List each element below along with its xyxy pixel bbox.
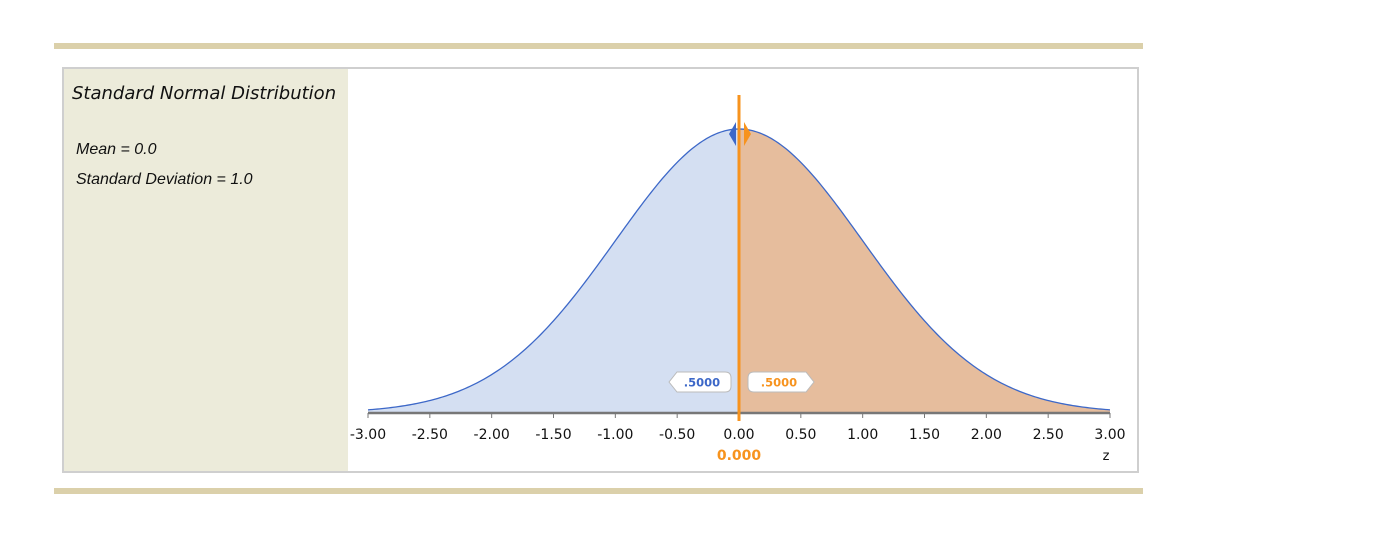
mean-label: Mean = 0.0 <box>76 141 157 158</box>
sd-label: Standard Deviation = 1.0 <box>76 171 253 188</box>
x-tick-label: -2.50 <box>412 427 448 443</box>
x-tick-label: 0.50 <box>785 427 816 443</box>
right-area-badge <box>747 371 815 393</box>
panel-title: Standard Normal Distribution <box>72 83 337 104</box>
left-tail-area <box>368 129 739 413</box>
x-tick-label: -3.00 <box>350 427 386 443</box>
x-tick-label: -0.50 <box>659 427 695 443</box>
left-handle-icon[interactable] <box>729 122 736 146</box>
x-tick-label: -2.00 <box>474 427 510 443</box>
top-rule <box>54 43 1143 49</box>
right-area-value: .5000 <box>761 376 797 390</box>
left-area-value: .5000 <box>684 376 720 390</box>
right-tail-area <box>739 129 1110 413</box>
cutoff-value-label: 0.000 <box>717 448 762 464</box>
x-tick-label: 1.50 <box>909 427 940 443</box>
x-tick-label: 3.00 <box>1094 427 1125 443</box>
x-axis-label: z <box>1103 449 1110 464</box>
parameter-sidebar: Standard Normal Distribution Mean = 0.0 … <box>64 69 348 471</box>
x-tick-label: 2.50 <box>1033 427 1064 443</box>
x-tick-label: -1.50 <box>535 427 571 443</box>
x-tick-label: 0.00 <box>723 427 754 443</box>
bottom-rule <box>54 488 1143 494</box>
right-handle-icon[interactable] <box>744 122 751 146</box>
left-area-badge <box>668 371 732 393</box>
x-tick-label: -1.00 <box>597 427 633 443</box>
x-tick-label: 2.00 <box>971 427 1002 443</box>
x-tick-label: 1.00 <box>847 427 878 443</box>
